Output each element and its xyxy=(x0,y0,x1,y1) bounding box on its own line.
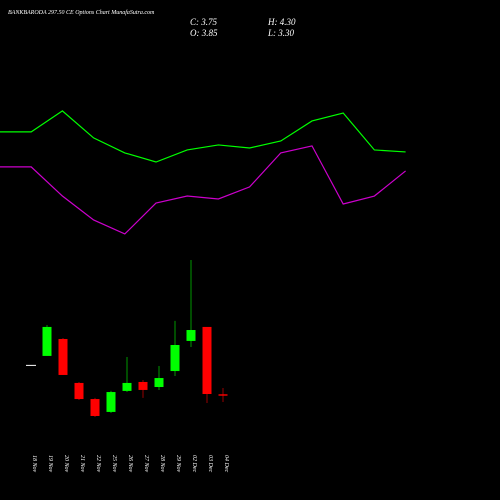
x-tick-label: 19 Nov xyxy=(47,455,53,473)
candle-body xyxy=(90,399,100,416)
x-tick-label: 02 Dec xyxy=(191,455,197,472)
candle-body xyxy=(138,381,148,390)
x-tick-label: 21 Nov xyxy=(79,455,85,473)
indicator-line xyxy=(0,145,406,235)
x-tick-label: 18 Nov xyxy=(31,455,37,473)
info-high: H: 4.30 xyxy=(267,17,296,27)
candle-body xyxy=(42,326,52,356)
info-close: C: 3.75 xyxy=(190,17,218,27)
x-tick-label: 03 Dec xyxy=(207,455,213,472)
candle-body xyxy=(170,345,180,372)
info-low: L: 3.30 xyxy=(267,28,295,38)
x-tick-label: 26 Nov xyxy=(127,455,133,473)
candle-body xyxy=(74,382,84,400)
indicator-line xyxy=(0,110,406,163)
candle-body xyxy=(106,392,116,412)
x-tick-label: 04 Dec xyxy=(223,455,230,472)
candle-body xyxy=(154,378,164,388)
x-tick-label: 22 Nov xyxy=(95,455,101,473)
x-tick-label: 20 Nov xyxy=(63,455,69,473)
x-tick-label: 27 Nov xyxy=(143,455,149,473)
chart-title: BANKBARODA 297.50 CE Options Chart Munaf… xyxy=(8,9,155,16)
candle-body xyxy=(202,326,212,395)
info-open: O: 3.85 xyxy=(190,28,218,38)
candle-body xyxy=(122,382,132,391)
candle-body xyxy=(58,338,68,375)
x-tick-label: 28 Nov xyxy=(159,455,165,473)
x-tick-label: 25 Nov xyxy=(111,455,117,473)
candle-body xyxy=(218,394,228,396)
candle-body xyxy=(186,330,196,341)
x-tick-label: 29 Nov xyxy=(175,455,181,473)
candle-body xyxy=(26,364,36,366)
